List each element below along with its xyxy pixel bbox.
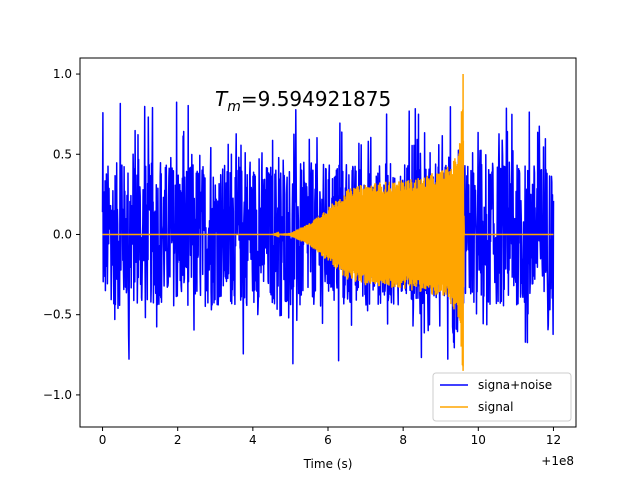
x-tick-label: 2 [174, 433, 182, 447]
series-layer [101, 74, 555, 371]
x-tick-label: 6 [324, 433, 332, 447]
x-axis-label: Time (s) [303, 457, 353, 471]
x-offset-label: +1e8 [541, 454, 574, 468]
axes-layer: 0 2 4 6 8 10 12 −1.0 −0.5 0.0 0.5 1.0 [43, 57, 577, 447]
y-tick-label: 0.0 [53, 227, 72, 241]
y-tick-label: 0.5 [53, 147, 72, 161]
y-tick-label: −0.5 [43, 308, 72, 322]
x-tick-label: 8 [399, 433, 407, 447]
series-signal-line [102, 109, 554, 367]
series-signal-noise-line [101, 101, 555, 365]
tm-annotation: Tm=9.594921875 [215, 87, 391, 115]
x-tick-label: 10 [471, 433, 486, 447]
legend: signa+noise signal [432, 372, 572, 422]
y-tick-label: 1.0 [53, 67, 72, 81]
legend-label-signal: signal [478, 400, 514, 414]
x-tick-label: 0 [99, 433, 107, 447]
legend-label-signal-noise: signa+noise [478, 378, 552, 392]
x-tick-label: 4 [249, 433, 257, 447]
x-tick-label: 12 [546, 433, 561, 447]
y-tick-label: −1.0 [43, 388, 72, 402]
